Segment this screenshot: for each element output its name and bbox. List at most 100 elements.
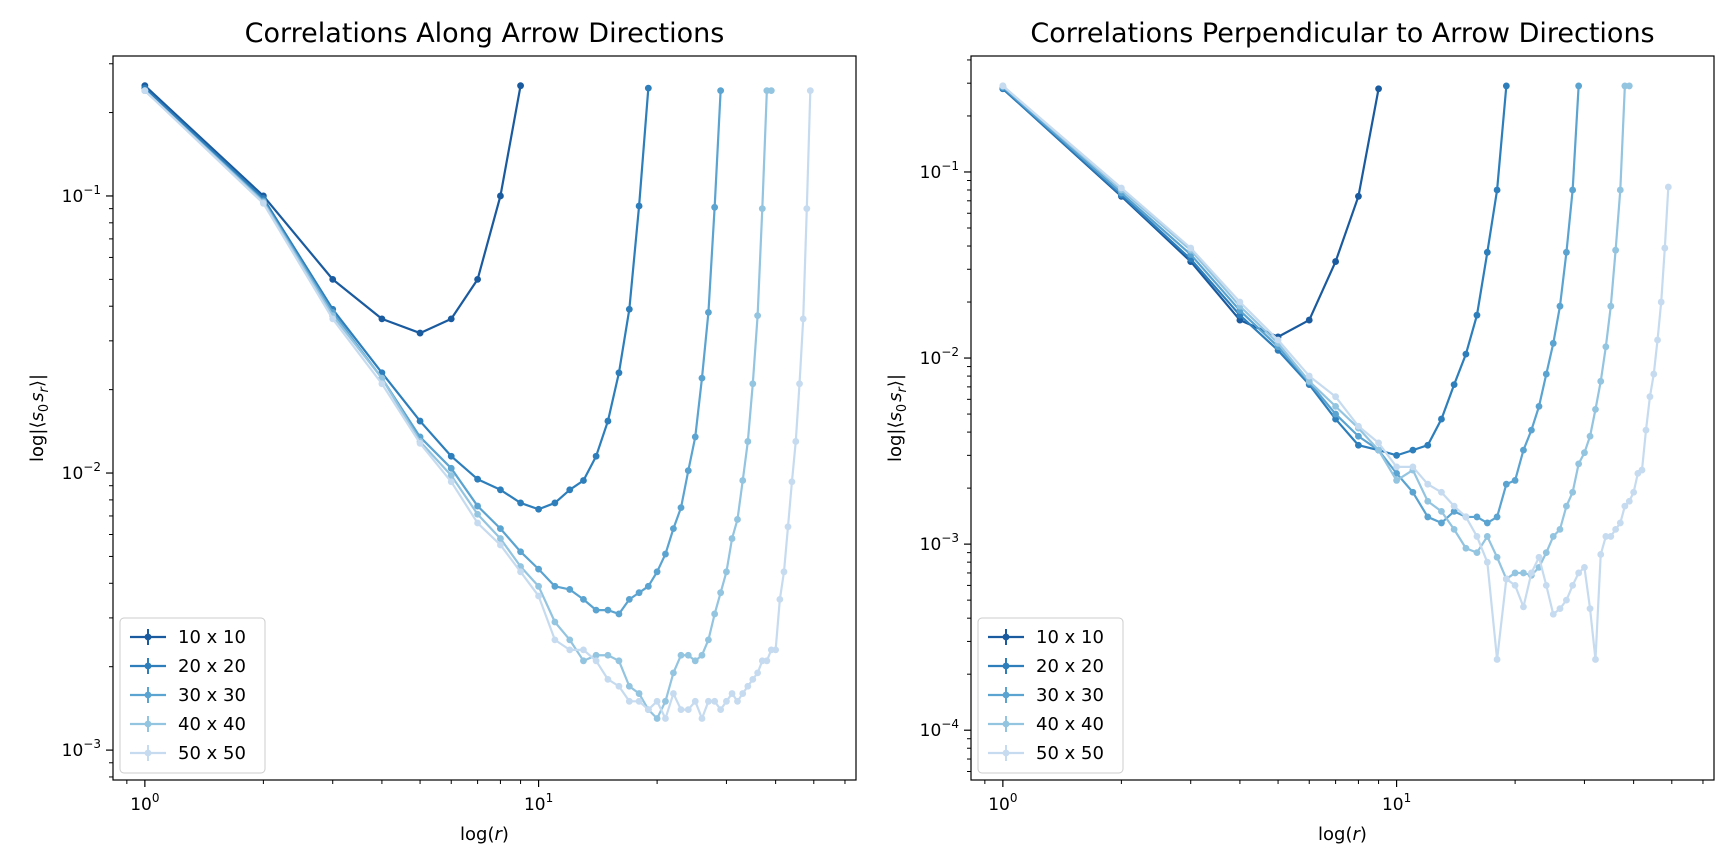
legend-box (977, 617, 1124, 774)
legend-marker (144, 633, 152, 641)
legend-entry: 50 x 50 (988, 743, 1104, 764)
legend-label: 10 x 10 (1036, 627, 1104, 648)
x-axis-label: log(r) (460, 824, 509, 845)
data-point (1650, 370, 1658, 378)
data-point (1424, 441, 1432, 449)
data-point (780, 568, 788, 576)
data-point (566, 636, 574, 644)
data-point (1542, 549, 1550, 557)
data-point (1549, 610, 1557, 618)
data-point (1483, 558, 1491, 566)
plot-area (999, 82, 1672, 663)
data-point (1556, 525, 1564, 533)
data-point (604, 675, 612, 683)
legend-marker (1002, 691, 1010, 699)
data-point (684, 651, 692, 659)
data-point (644, 706, 652, 714)
data-point (551, 499, 559, 507)
data-point (1462, 544, 1470, 552)
data-point (711, 697, 719, 705)
data-point (1612, 246, 1620, 254)
data-point (517, 499, 524, 507)
data-point (447, 452, 455, 460)
data-point (999, 82, 1007, 90)
y-tick-label: 10−2 (62, 460, 101, 484)
data-point (677, 504, 685, 512)
data-point (615, 369, 623, 377)
legend-label: 50 x 50 (178, 743, 246, 764)
data-point (1355, 422, 1362, 430)
data-point (1409, 463, 1417, 471)
legend-box (119, 617, 266, 774)
legend-entry: 50 x 50 (130, 743, 246, 764)
data-point (1654, 336, 1661, 344)
data-point (329, 275, 337, 283)
data-point (677, 706, 685, 714)
data-point (644, 84, 652, 92)
data-point (592, 606, 600, 614)
data-point (1535, 402, 1543, 410)
legend-entry: 30 x 30 (130, 685, 246, 706)
data-point (662, 697, 669, 705)
data-point (615, 610, 623, 618)
data-point (1569, 582, 1577, 589)
series-line-50x50 (1002, 85, 1670, 661)
data-point (677, 651, 685, 659)
data-point (1393, 451, 1400, 459)
data-point (691, 697, 699, 705)
data-point (1528, 426, 1535, 434)
data-point (1274, 336, 1282, 344)
legend: 10 x 10 20 x 20 30 x 30 40 x 40 50 x 50 (119, 617, 266, 774)
data-point (749, 380, 757, 388)
data-point (1493, 553, 1501, 561)
chart-title: Correlations Perpendicular to Arrow Dire… (1030, 18, 1654, 49)
data-point (1586, 432, 1594, 440)
data-point (1625, 497, 1633, 505)
y-tick-label: 10−4 (920, 717, 959, 741)
data-point (517, 548, 524, 556)
data-point (1542, 370, 1550, 378)
data-point (1575, 82, 1583, 90)
data-point (803, 205, 811, 213)
legend-label: 30 x 30 (178, 685, 246, 706)
data-point (551, 636, 559, 644)
data-point (1483, 519, 1491, 527)
legend-marker (144, 749, 152, 757)
data-point (698, 374, 706, 382)
data-point (535, 582, 542, 590)
data-point (1597, 551, 1605, 558)
data-point (416, 417, 424, 425)
data-point (653, 697, 661, 705)
data-point (1438, 507, 1445, 515)
data-point (1393, 469, 1400, 477)
data-point (1616, 519, 1624, 527)
data-point (739, 477, 747, 484)
data-point (1607, 302, 1615, 310)
data-point (1563, 596, 1570, 604)
x-tick-label: 100 (988, 791, 1017, 815)
data-point (1556, 302, 1564, 310)
data-point (141, 87, 149, 95)
data-point (625, 595, 633, 603)
data-point (1393, 477, 1400, 484)
data-point (670, 525, 677, 533)
legend-entry: 10 x 10 (130, 627, 246, 648)
data-point (653, 715, 661, 722)
data-point (1520, 603, 1527, 611)
legend-label: 10 x 10 (178, 627, 246, 648)
data-point (1305, 372, 1313, 380)
data-point (1473, 513, 1481, 521)
data-point (551, 582, 559, 590)
data-point (772, 646, 780, 654)
data-point (566, 486, 574, 494)
data-point (580, 646, 587, 654)
legend-label: 20 x 20 (178, 656, 246, 677)
data-point (1473, 549, 1481, 557)
legend-entry: 40 x 40 (130, 714, 246, 735)
data-point (447, 464, 455, 472)
data-point (767, 87, 775, 95)
data-point (749, 675, 757, 683)
y-tick-label: 10−1 (920, 159, 959, 183)
data-point (1375, 439, 1382, 447)
data-point (1592, 405, 1599, 413)
